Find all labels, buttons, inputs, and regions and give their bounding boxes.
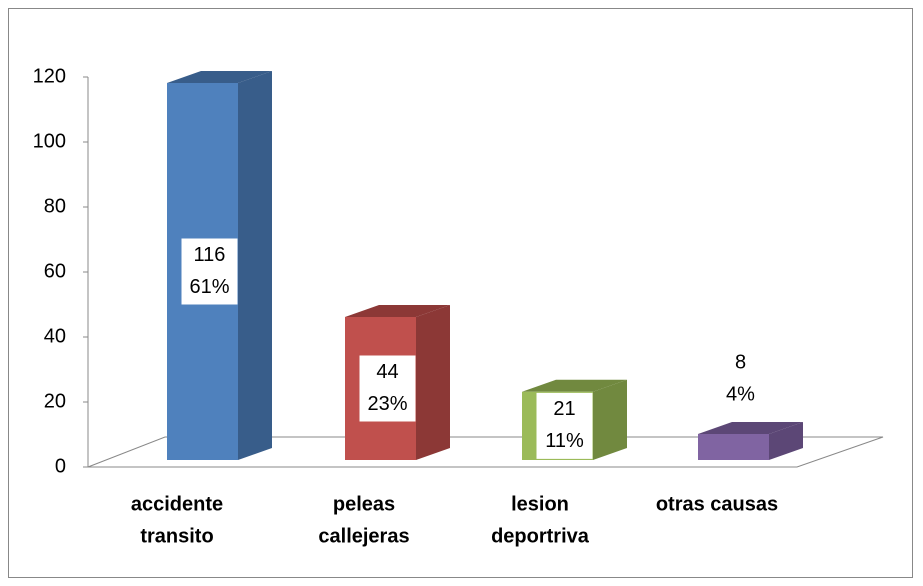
x-tick-label: peleas	[333, 493, 395, 515]
percent-label: 23%	[367, 393, 407, 415]
y-tick-label: 20	[44, 390, 66, 412]
bar-top	[698, 422, 803, 434]
x-tick-label: lesion	[511, 493, 569, 515]
value-label: 8	[735, 351, 746, 373]
bar-top	[345, 305, 450, 317]
percent-label: 4%	[726, 383, 755, 405]
bar-side	[238, 71, 272, 460]
y-tick-label: 60	[44, 260, 66, 282]
y-tick-label: 0	[55, 455, 66, 477]
value-label: 116	[194, 244, 226, 266]
y-tick-label: 40	[44, 325, 66, 347]
x-tick-label: callejeras	[318, 525, 409, 547]
x-tick-label: transito	[140, 525, 213, 547]
y-tick-label: 120	[33, 65, 66, 87]
bar-side	[769, 422, 803, 460]
percent-label: 11%	[545, 430, 584, 452]
x-tick-label: otras causas	[656, 493, 778, 515]
y-tick-label: 80	[44, 195, 66, 217]
x-tick-label: deportriva	[491, 525, 590, 547]
chart-border	[8, 8, 913, 578]
value-label: 21	[553, 398, 575, 420]
bar-top	[167, 71, 272, 83]
bar-side	[416, 305, 450, 460]
bar-side	[593, 379, 627, 460]
bar-top	[522, 379, 627, 392]
label-box	[359, 355, 416, 422]
label-box	[181, 238, 238, 305]
percent-label: 61%	[189, 276, 229, 298]
y-tick-label: 100	[33, 130, 66, 152]
x-tick-label: accidente	[131, 493, 223, 515]
value-label: 44	[376, 361, 398, 383]
bar	[698, 434, 769, 460]
label-box	[536, 392, 593, 459]
